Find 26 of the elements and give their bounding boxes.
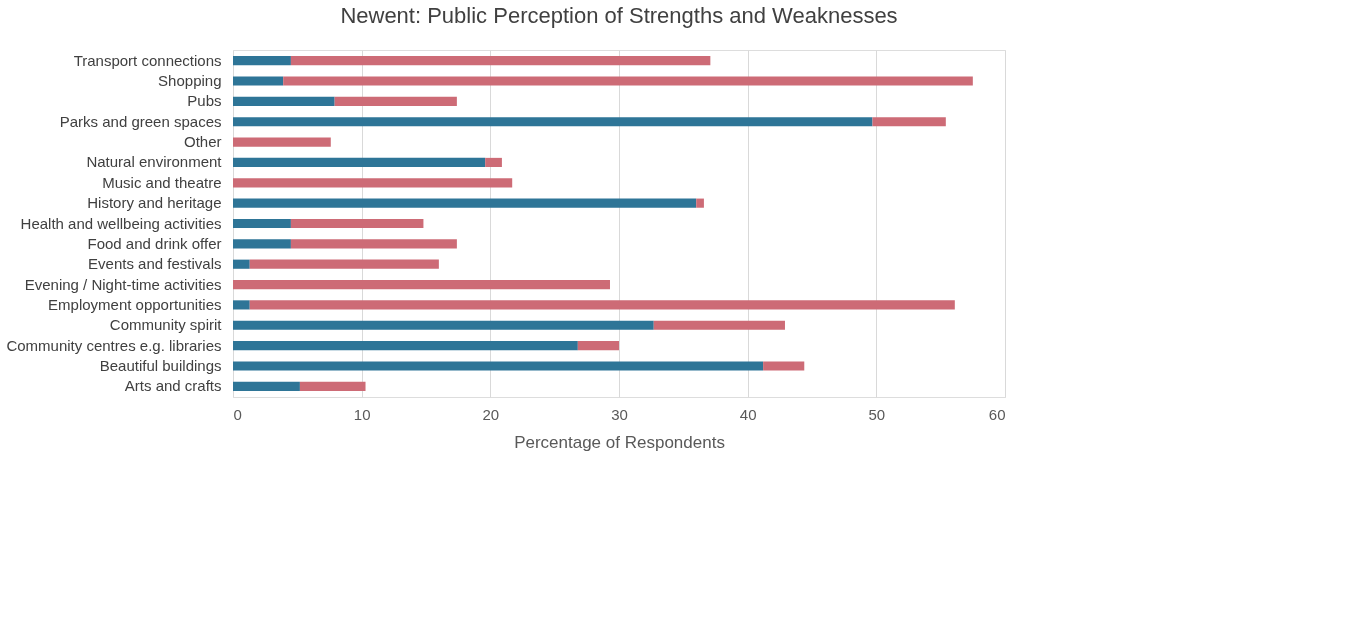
y-tick-label: Natural environment [86,153,223,171]
x-tick-label: 60 [988,405,1006,423]
y-tick-label: Health and wellbeing activities [20,214,222,232]
y-tick-label: Shopping [158,72,222,90]
y-tick-label: Transport connections [73,51,222,69]
y-tick-label: Employment opportunities [48,295,222,313]
y-tick-label: Beautiful buildings [99,356,222,374]
y-tick-label: Events and festivals [88,255,222,273]
y-tick-label: Arts and crafts [124,377,222,395]
x-tick-label: 30 [611,405,628,423]
y-tick-label: Community centres e.g. libraries [6,336,222,354]
y-tick-label: Community spirit [109,316,223,334]
x-tick-label: 10 [353,405,371,423]
x-tick-label: 40 [739,405,757,423]
y-tick-label: Pubs [187,92,222,110]
y-tick-label: Music and theatre [102,173,222,191]
y-tick-label: Food and drink offer [87,234,222,252]
y-tick-label: Other [183,133,222,151]
x-tick-label: 20 [482,405,500,423]
x-axis-title: Percentage of Respondents [514,432,725,452]
y-tick-label: Evening / Night-time activities [24,275,222,293]
y-tick-label: Parks and green spaces [59,112,222,130]
x-tick-label: 0 [233,405,242,423]
y-tick-label: History and heritage [87,194,222,212]
x-tick-label: 50 [868,405,886,423]
chart-title: Newent: Public Perception of Strengths and Weaknesses [340,3,898,28]
